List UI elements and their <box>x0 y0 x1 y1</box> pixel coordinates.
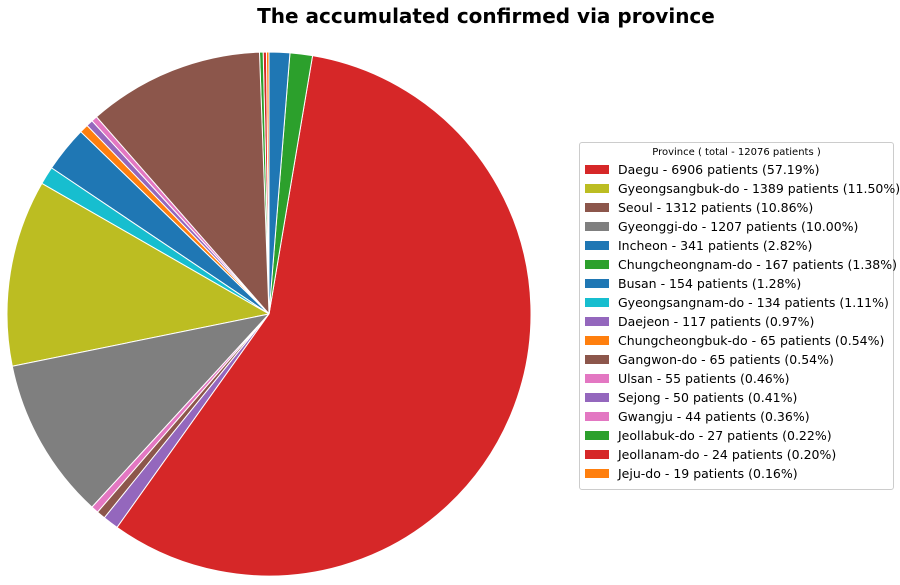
legend-item-busan: Busan - 154 patients (1.28%) <box>580 274 893 293</box>
pie-slice-busan <box>268 51 291 315</box>
legend-item-chungcheongbuk-do: Chungcheongbuk-do - 65 patients (0.54%) <box>580 331 893 350</box>
legend-label: Gyeongsangbuk-do - 1389 patients (11.50%… <box>618 181 900 196</box>
legend-item-gyeonggi-do: Gyeonggi-do - 1207 patients (10.00%) <box>580 217 893 236</box>
pie-slice-gyeongsangbuk-do <box>6 182 271 367</box>
pie-slice-seoul <box>95 51 270 316</box>
legend-label: Gwangju - 44 patients (0.36%) <box>618 409 810 424</box>
legend-swatch <box>585 184 609 193</box>
pie-slice-gyeonggi-do <box>11 313 271 508</box>
legend-title: Province ( total - 12076 patients ) <box>652 147 821 158</box>
legend-label: Chungcheongbuk-do - 65 patients (0.54%) <box>618 333 885 348</box>
legend-label: Seoul - 1312 patients (10.86%) <box>618 200 814 215</box>
legend-item-chungcheongnam-do: Chungcheongnam-do - 167 patients (1.38%) <box>580 255 897 274</box>
legend-label: Jeju-do - 19 patients (0.16%) <box>618 466 798 481</box>
legend-label: Gangwon-do - 65 patients (0.54%) <box>618 352 834 367</box>
legend-label: Incheon - 341 patients (2.82%) <box>618 238 813 253</box>
legend-label: Daejeon - 117 patients (0.97%) <box>618 314 815 329</box>
pie-slice-daegu <box>116 55 532 577</box>
legend-swatch <box>585 298 609 307</box>
legend-swatch <box>585 336 609 345</box>
legend-swatch <box>585 317 609 326</box>
legend-swatch <box>585 450 609 459</box>
legend-item-ulsan: Ulsan - 55 patients (0.46%) <box>580 369 893 388</box>
legend-swatch <box>585 469 609 478</box>
chart-title: The accumulated confirmed via province <box>257 4 715 28</box>
legend-item-gangwon-do: Gangwon-do - 65 patients (0.54%) <box>580 350 893 369</box>
legend-item-seoul: Seoul - 1312 patients (10.86%) <box>580 198 893 217</box>
legend-item-jeollabuk-do: Jeollabuk-do - 27 patients (0.22%) <box>580 426 893 445</box>
legend-items: Daegu - 6906 patients (57.19%) Gyeongsang… <box>580 160 900 483</box>
legend-label: Gyeongsangnam-do - 134 patients (1.11%) <box>618 295 889 310</box>
legend-item-daegu: Daegu - 6906 patients (57.19%) <box>580 160 893 179</box>
legend-swatch <box>585 241 609 250</box>
legend: Province ( total - 12076 patients ) Daeg… <box>579 142 900 490</box>
legend-label: Sejong - 50 patients (0.41%) <box>618 390 798 405</box>
legend-label: Jeollabuk-do - 27 patients (0.22%) <box>618 428 832 443</box>
legend-label: Daegu - 6906 patients (57.19%) <box>618 162 820 177</box>
legend-swatch <box>585 374 609 383</box>
legend-item-gyeongsangbuk-do: Gyeongsangbuk-do - 1389 patients (11.50%… <box>580 179 900 198</box>
legend-label: Gyeonggi-do - 1207 patients (10.00%) <box>618 219 859 234</box>
legend-swatch <box>585 412 609 421</box>
legend-swatch <box>585 393 609 402</box>
legend-item-sejong: Sejong - 50 patients (0.41%) <box>580 388 893 407</box>
legend-item-incheon: Incheon - 341 patients (2.82%) <box>580 236 893 255</box>
legend-swatch <box>585 222 609 231</box>
legend-item-daejeon: Daejeon - 117 patients (0.97%) <box>580 312 893 331</box>
legend-swatch <box>585 165 609 174</box>
legend-item-gwangju: Gwangju - 44 patients (0.36%) <box>580 407 893 426</box>
legend-swatch <box>585 431 609 440</box>
legend-label: Chungcheongnam-do - 167 patients (1.38%) <box>618 257 897 272</box>
legend-swatch <box>585 260 609 269</box>
legend-label: Ulsan - 55 patients (0.46%) <box>618 371 790 386</box>
legend-item-jeju-do: Jeju-do - 19 patients (0.16%) <box>580 464 893 483</box>
legend-swatch <box>585 279 609 288</box>
legend-swatch <box>585 355 609 364</box>
legend-item-gyeongsangnam-do: Gyeongsangnam-do - 134 patients (1.11%) <box>580 293 893 312</box>
legend-swatch <box>585 203 609 212</box>
legend-label: Jeollanam-do - 24 patients (0.20%) <box>618 447 837 462</box>
legend-label: Busan - 154 patients (1.28%) <box>618 276 802 291</box>
legend-item-jeollanam-do: Jeollanam-do - 24 patients (0.20%) <box>580 445 893 464</box>
